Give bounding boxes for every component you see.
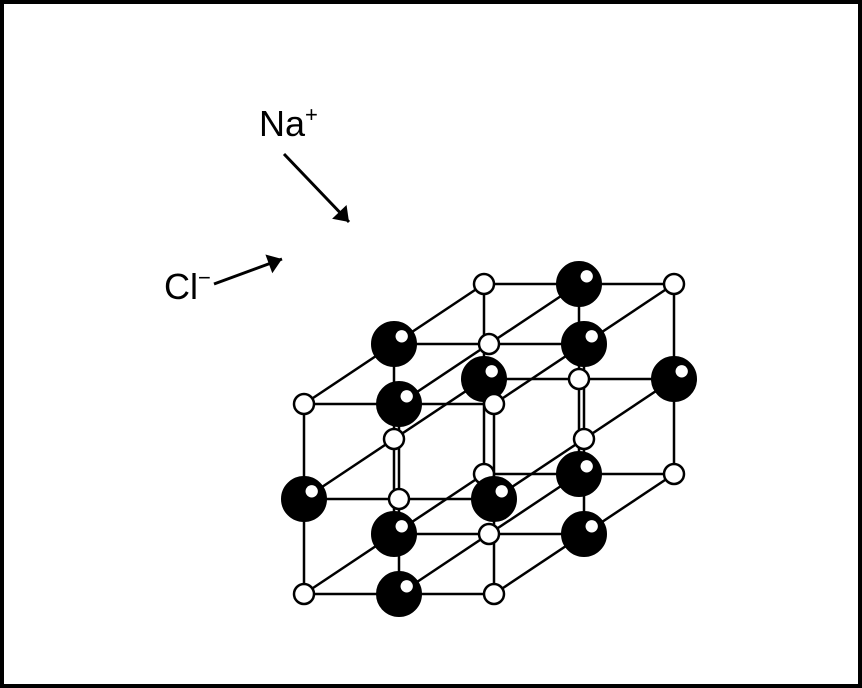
chloride-ion (562, 512, 606, 556)
lattice-atoms (282, 262, 696, 616)
sodium-ion (294, 394, 314, 414)
chloride-ion (652, 357, 696, 401)
lattice-svg: Na+ Cl− (4, 4, 858, 684)
chloride-ion (377, 572, 421, 616)
chloride-ion (377, 382, 421, 426)
chloride-ion (557, 452, 601, 496)
label-cl-minus: Cl− (164, 265, 211, 307)
sodium-ion (384, 429, 404, 449)
sodium-ion (664, 274, 684, 294)
lattice-edges (304, 284, 674, 594)
chloride-ion (562, 322, 606, 366)
sodium-ion (574, 429, 594, 449)
chloride-ion (472, 477, 516, 521)
sodium-ion (484, 584, 504, 604)
sodium-ion (294, 584, 314, 604)
chloride-ion (372, 322, 416, 366)
sodium-ion (389, 489, 409, 509)
chloride-ion (282, 477, 326, 521)
label-na-plus: Na+ (259, 102, 318, 144)
sodium-ion (484, 394, 504, 414)
sodium-ion (474, 274, 494, 294)
sodium-ion (479, 334, 499, 354)
sodium-ion (664, 464, 684, 484)
chloride-ion (557, 262, 601, 306)
sodium-ion (479, 524, 499, 544)
sodium-ion (569, 369, 589, 389)
diagram-frame: Na+ Cl− (0, 0, 862, 688)
chloride-ion (372, 512, 416, 556)
